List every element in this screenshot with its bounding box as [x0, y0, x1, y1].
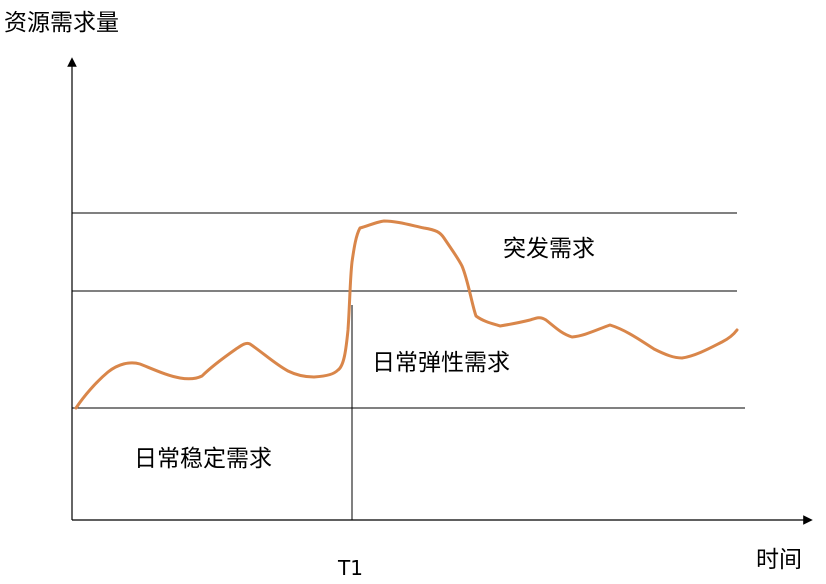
x-axis-title: 时间: [756, 547, 802, 573]
t1-marker-label: T1: [338, 556, 363, 580]
daily-stable-demand-label: 日常稳定需求: [134, 446, 272, 472]
daily-elastic-demand-label: 日常弹性需求: [372, 350, 510, 376]
burst-demand-label: 突发需求: [503, 236, 595, 262]
demand-curve: [74, 219, 739, 410]
y-axis-title: 资源需求量: [4, 10, 119, 36]
